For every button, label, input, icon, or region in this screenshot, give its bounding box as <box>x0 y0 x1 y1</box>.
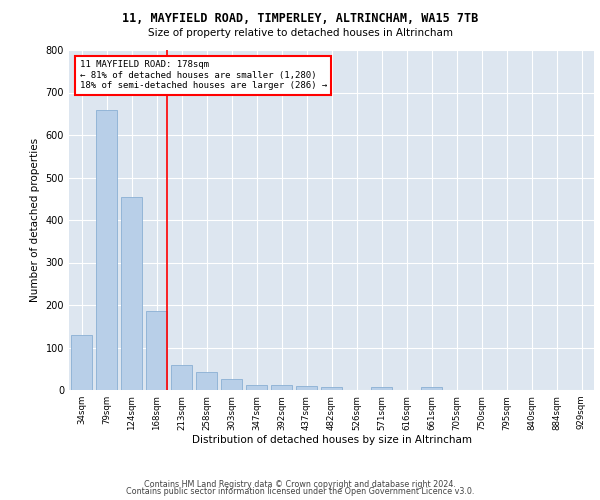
Bar <box>246 385 267 390</box>
Text: Contains public sector information licensed under the Open Government Licence v3: Contains public sector information licen… <box>126 487 474 496</box>
Bar <box>96 110 117 390</box>
Y-axis label: Number of detached properties: Number of detached properties <box>30 138 40 302</box>
X-axis label: Distribution of detached houses by size in Altrincham: Distribution of detached houses by size … <box>191 436 472 446</box>
Bar <box>121 198 142 390</box>
Bar <box>171 364 192 390</box>
Bar <box>296 386 317 390</box>
Bar <box>221 380 242 390</box>
Text: 11 MAYFIELD ROAD: 178sqm
← 81% of detached houses are smaller (1,280)
18% of sem: 11 MAYFIELD ROAD: 178sqm ← 81% of detach… <box>79 60 327 90</box>
Bar <box>271 385 292 390</box>
Bar <box>146 312 167 390</box>
Text: Contains HM Land Registry data © Crown copyright and database right 2024.: Contains HM Land Registry data © Crown c… <box>144 480 456 489</box>
Bar <box>196 372 217 390</box>
Bar <box>321 387 342 390</box>
Text: Size of property relative to detached houses in Altrincham: Size of property relative to detached ho… <box>148 28 452 38</box>
Text: 11, MAYFIELD ROAD, TIMPERLEY, ALTRINCHAM, WA15 7TB: 11, MAYFIELD ROAD, TIMPERLEY, ALTRINCHAM… <box>122 12 478 26</box>
Bar <box>71 335 92 390</box>
Bar <box>371 386 392 390</box>
Bar <box>421 386 442 390</box>
